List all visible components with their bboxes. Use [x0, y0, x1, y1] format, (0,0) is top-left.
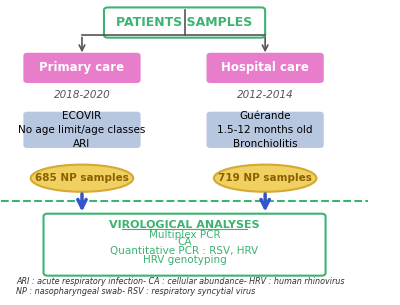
Text: Guérande
1.5-12 months old
Bronchiolitis: Guérande 1.5-12 months old Bronchiolitis [217, 111, 313, 149]
Text: PATIENTS SAMPLES: PATIENTS SAMPLES [116, 16, 253, 29]
Text: ARI : acute respiratory infection- CA : cellular abundance- HRV : human rhinovir: ARI : acute respiratory infection- CA : … [16, 277, 344, 296]
Ellipse shape [31, 165, 133, 192]
FancyBboxPatch shape [23, 112, 140, 148]
FancyBboxPatch shape [23, 53, 140, 83]
Text: Quantitative PCR : RSV, HRV: Quantitative PCR : RSV, HRV [110, 246, 259, 256]
FancyBboxPatch shape [206, 112, 324, 148]
Text: HRV genotyping: HRV genotyping [143, 255, 226, 265]
Text: 2012-2014: 2012-2014 [237, 90, 294, 100]
Text: Primary care: Primary care [40, 61, 124, 74]
FancyBboxPatch shape [104, 7, 265, 38]
Text: ECOVIR
No age limit/age classes
ARI: ECOVIR No age limit/age classes ARI [18, 111, 146, 149]
Text: CA: CA [177, 237, 192, 247]
Text: VIROLOGICAL ANALYSES: VIROLOGICAL ANALYSES [109, 220, 260, 230]
Text: Hospital care: Hospital care [221, 61, 309, 74]
Text: 685 NP samples: 685 NP samples [35, 173, 129, 183]
Text: 719 NP samples: 719 NP samples [218, 173, 312, 183]
Text: Multiplex PCR: Multiplex PCR [149, 230, 220, 240]
Ellipse shape [214, 165, 316, 192]
Text: 2018-2020: 2018-2020 [54, 90, 110, 100]
FancyBboxPatch shape [206, 53, 324, 83]
FancyBboxPatch shape [44, 214, 326, 276]
